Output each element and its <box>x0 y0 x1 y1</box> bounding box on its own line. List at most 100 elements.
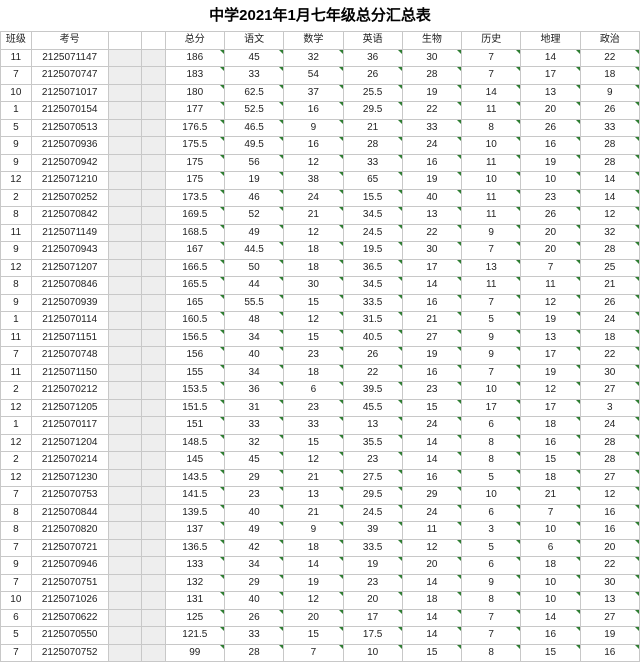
cell: 11 <box>462 277 521 295</box>
cell: 8 <box>1 522 32 540</box>
cell: 38 <box>284 172 343 190</box>
cell: 2125070842 <box>31 207 108 225</box>
cell: 45 <box>224 452 283 470</box>
cell: 34.5 <box>343 277 402 295</box>
col-10: 地理 <box>521 32 580 50</box>
cell: 33 <box>284 417 343 435</box>
cell: 9 <box>284 119 343 137</box>
table-row: 82125070846165.5443034.514111121 <box>1 277 640 295</box>
cell: 21 <box>343 119 402 137</box>
cell <box>141 347 165 365</box>
cell <box>141 84 165 102</box>
cell: 7 <box>462 364 521 382</box>
cell <box>108 399 141 417</box>
cell <box>141 224 165 242</box>
cell: 2125070936 <box>31 137 108 155</box>
cell: 12 <box>1 172 32 190</box>
cell <box>108 504 141 522</box>
cell: 19 <box>521 154 580 172</box>
cell: 29 <box>224 469 283 487</box>
cell: 2125070721 <box>31 539 108 557</box>
cell: 10 <box>1 84 32 102</box>
cell: 7 <box>1 487 32 505</box>
cell <box>108 67 141 85</box>
cell: 16 <box>521 627 580 645</box>
cell: 136.5 <box>165 539 224 557</box>
cell: 27 <box>402 329 461 347</box>
table-row: 12212507121017519386519101014 <box>1 172 640 190</box>
cell <box>108 522 141 540</box>
cell: 7 <box>1 347 32 365</box>
cell: 9 <box>1 154 32 172</box>
cell: 8 <box>462 119 521 137</box>
cell: 30 <box>402 242 461 260</box>
cell: 33 <box>224 627 283 645</box>
cell <box>141 329 165 347</box>
cell: 24 <box>580 312 639 330</box>
table-row: 72125070721136.5421833.5125620 <box>1 539 640 557</box>
cell: 7 <box>284 644 343 662</box>
cell: 14 <box>402 627 461 645</box>
cell: 31 <box>224 399 283 417</box>
cell: 15.5 <box>343 189 402 207</box>
cell: 6 <box>462 417 521 435</box>
cell: 12 <box>580 207 639 225</box>
cell: 7 <box>462 242 521 260</box>
cell: 2125070212 <box>31 382 108 400</box>
cell: 9 <box>1 294 32 312</box>
cell: 18 <box>521 557 580 575</box>
cell: 186 <box>165 49 224 67</box>
cell: 22 <box>580 49 639 67</box>
cell: 23 <box>284 399 343 417</box>
cell: 28 <box>580 434 639 452</box>
cell: 10 <box>521 522 580 540</box>
cell: 26 <box>224 609 283 627</box>
cell <box>108 627 141 645</box>
cell: 2125070252 <box>31 189 108 207</box>
cell: 28 <box>224 644 283 662</box>
cell: 21 <box>521 487 580 505</box>
cell: 10 <box>1 592 32 610</box>
cell <box>108 242 141 260</box>
cell: 27.5 <box>343 469 402 487</box>
cell <box>108 452 141 470</box>
cell: 2125071026 <box>31 592 108 610</box>
cell: 125 <box>165 609 224 627</box>
cell: 12 <box>521 382 580 400</box>
cell: 13 <box>521 84 580 102</box>
cell: 11 <box>1 224 32 242</box>
cell: 20 <box>284 609 343 627</box>
cell: 16 <box>402 154 461 172</box>
cell: 21 <box>580 277 639 295</box>
cell: 2125070513 <box>31 119 108 137</box>
table-row: 1021250710261314012201881013 <box>1 592 640 610</box>
col-2 <box>108 32 141 50</box>
cell <box>108 119 141 137</box>
cell: 29 <box>224 574 283 592</box>
cell: 15 <box>284 434 343 452</box>
cell: 1 <box>1 312 32 330</box>
cell: 14 <box>402 609 461 627</box>
cell: 8 <box>462 644 521 662</box>
cell: 5 <box>1 627 32 645</box>
table-row: 82125070820137499391131016 <box>1 522 640 540</box>
cell: 8 <box>462 452 521 470</box>
cell: 168.5 <box>165 224 224 242</box>
cell: 10 <box>521 592 580 610</box>
cell: 17 <box>521 399 580 417</box>
cell: 20 <box>521 224 580 242</box>
cell: 2125070154 <box>31 102 108 120</box>
cell: 2 <box>1 452 32 470</box>
cell: 28 <box>343 137 402 155</box>
cell: 21 <box>284 207 343 225</box>
cell <box>108 609 141 627</box>
cell: 7 <box>462 609 521 627</box>
header-row: 班级考号总分语文数学英语生物历史地理政治 <box>1 32 640 50</box>
cell: 20 <box>402 557 461 575</box>
cell: 11 <box>521 277 580 295</box>
cell: 16 <box>521 137 580 155</box>
cell <box>141 487 165 505</box>
cell: 14 <box>580 172 639 190</box>
cell: 15 <box>284 627 343 645</box>
cell: 12 <box>1 434 32 452</box>
